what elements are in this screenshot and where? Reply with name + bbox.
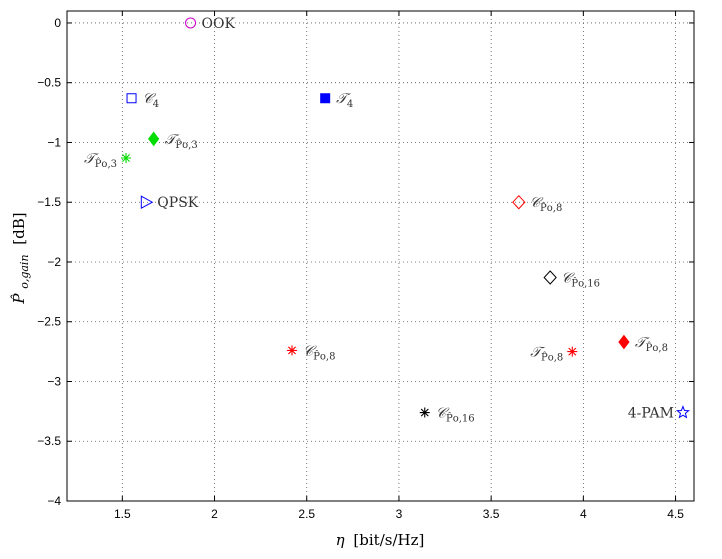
- y-tick-label: −2: [47, 255, 61, 269]
- asterisk-marker: [567, 346, 578, 357]
- y-tick-label: −1: [47, 135, 61, 149]
- square-marker: [126, 93, 137, 104]
- y-axis-unit: [dB]: [10, 212, 28, 244]
- point-label-subscript: P̂o,16: [446, 413, 475, 425]
- point-label: 4-PAM: [628, 406, 674, 422]
- x-tick-label: 1.5: [114, 507, 131, 521]
- y-axis-symbol: P̂: [10, 293, 28, 305]
- y-tick-label: −4: [47, 494, 61, 508]
- plot-area-frame: [66, 10, 695, 502]
- point-label-subscript: P̂o,8: [646, 342, 668, 354]
- point-label-main: OOK: [202, 16, 236, 32]
- point-label-subscript: P̂o,8: [541, 352, 563, 364]
- point-label-subscript: 4: [347, 99, 353, 110]
- point-label: QPSK: [157, 195, 198, 211]
- data-point: [140, 195, 154, 210]
- data-point: [320, 93, 331, 104]
- data-point: [567, 346, 578, 357]
- point-label-subscript: P̂o,16: [571, 278, 600, 290]
- point-label-subscript: P̂o,3: [95, 158, 117, 170]
- asterisk-marker: [419, 407, 430, 418]
- data-point: [121, 153, 132, 163]
- asterisk-marker: [286, 345, 297, 356]
- x-tick-label: 3.5: [483, 507, 500, 521]
- data-point: [286, 345, 297, 356]
- diamond-marker: [543, 270, 557, 285]
- data-points: [121, 17, 690, 419]
- square-marker: [320, 93, 331, 104]
- y-tick-label: −3: [47, 374, 61, 388]
- data-point: [512, 194, 526, 210]
- data-point: [148, 131, 160, 147]
- y-tick-label: −2.5: [37, 315, 61, 329]
- point-label-main: 4-PAM: [628, 406, 674, 422]
- x-tick-label: 3: [396, 507, 403, 521]
- data-point: [185, 17, 197, 29]
- y-tick-label: −0.5: [37, 76, 61, 90]
- ticks: 1.5 2 2.5 3 3.5 4 4.5 0 −0.5 −1 −1.5 −2 −2.5 −3 −3.5 −4: [37, 11, 694, 521]
- x-tick-label: 2.5: [298, 507, 315, 521]
- data-point: [618, 334, 630, 350]
- point-label-subscript: 4: [153, 99, 159, 110]
- x-tick-label: 4.5: [667, 507, 684, 521]
- circle-marker: [185, 17, 197, 29]
- triangle-marker: [140, 195, 154, 210]
- point-label-main: QPSK: [157, 195, 198, 211]
- point-label-subscript: P̂o,8: [313, 351, 335, 363]
- point-label: OOK: [202, 16, 236, 32]
- data-point: [419, 407, 430, 418]
- y-tick-label: 0: [54, 16, 61, 30]
- data-point: [126, 93, 137, 104]
- x-tick-label: 2: [211, 507, 218, 521]
- y-axis-subscript: o,gain: [18, 254, 31, 288]
- y-tick-label: −1.5: [37, 195, 61, 209]
- x-tick-label: 4: [580, 507, 587, 521]
- x-axis-label: η [bit/s/Hz]: [336, 531, 425, 549]
- data-point: [543, 270, 557, 285]
- diamond-marker: [148, 131, 160, 147]
- x-axis-unit: [bit/s/Hz]: [353, 531, 424, 549]
- point-label-subscript: P̂o,3: [175, 139, 197, 151]
- point-label-subscript: P̂o,8: [540, 202, 562, 214]
- x-axis-symbol: η: [336, 531, 345, 549]
- asterisk-marker: [121, 153, 132, 163]
- diamond-marker: [618, 334, 630, 350]
- star-marker: [675, 405, 690, 419]
- y-axis-label: P̂ o,gain [dB]: [10, 212, 32, 304]
- diamond-marker: [512, 194, 526, 210]
- y-tick-label: −3.5: [37, 434, 61, 448]
- data-point: [675, 405, 690, 419]
